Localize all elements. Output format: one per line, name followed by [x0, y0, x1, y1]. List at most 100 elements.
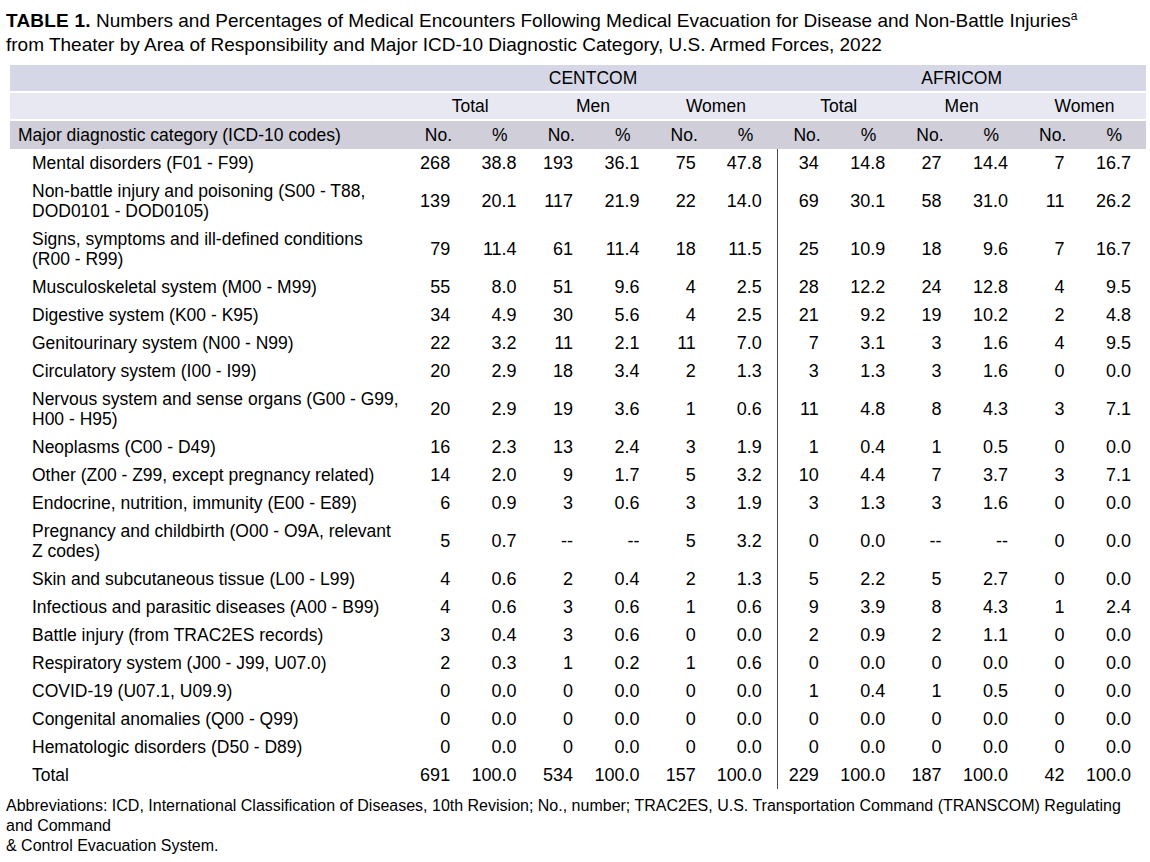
count-cell: 1 [900, 433, 959, 461]
pct-cell: 7.1 [1082, 385, 1146, 433]
group-header-centcom: CENTCOM [409, 65, 778, 92]
count-cell: 691 [409, 761, 468, 789]
table-row: Digestive system (K00 - K95)344.9305.642… [10, 301, 1146, 329]
abbreviations-note: Abbreviations: ICD, International Classi… [6, 796, 1142, 856]
pct-cell: 0.7 [468, 517, 531, 565]
row-category: Genitourinary system (N00 - N99) [10, 329, 409, 357]
count-cell: 0 [654, 621, 713, 649]
pct-cell: 2.2 [837, 565, 900, 593]
pct-cell: 100.0 [591, 761, 654, 789]
pct-cell: 0.4 [591, 565, 654, 593]
table-row: Mental disorders (F01 - F99)26838.819336… [10, 149, 1146, 177]
pct-cell: 0.0 [1082, 705, 1146, 733]
count-cell: 8 [900, 593, 959, 621]
pct-cell: 2.5 [714, 273, 778, 301]
pct-column-header: % [591, 120, 654, 149]
pct-cell: 0.0 [837, 649, 900, 677]
pct-cell: 36.1 [591, 149, 654, 177]
count-cell: 16 [409, 433, 468, 461]
pct-cell: 1.6 [960, 357, 1023, 385]
group-header-spacer [10, 65, 409, 92]
row-category: Endocrine, nutrition, immunity (E00 - E8… [10, 489, 409, 517]
pct-cell: 0.0 [1082, 677, 1146, 705]
pct-cell: 9.5 [1082, 329, 1146, 357]
pct-cell: 1.3 [714, 565, 778, 593]
count-cell: 7 [1023, 225, 1082, 273]
count-cell: 69 [777, 177, 836, 225]
count-cell: 3 [900, 357, 959, 385]
count-cell: 0 [777, 649, 836, 677]
count-cell: 157 [654, 761, 713, 789]
pct-cell: 100.0 [837, 761, 900, 789]
pct-cell: 0.0 [1082, 517, 1146, 565]
pct-cell: -- [591, 517, 654, 565]
count-cell: 0 [900, 705, 959, 733]
total-row: Total691100.0534100.0157100.0229100.0187… [10, 761, 1146, 789]
count-cell: 0 [1023, 565, 1082, 593]
count-cell: 34 [409, 301, 468, 329]
pct-cell: 26.2 [1082, 177, 1146, 225]
pct-cell: 3.9 [837, 593, 900, 621]
pct-cell: 14.0 [714, 177, 778, 225]
pct-column-header: % [837, 120, 900, 149]
pct-cell: 0.0 [1082, 489, 1146, 517]
count-cell: 0 [900, 733, 959, 761]
pct-cell: 2.7 [960, 565, 1023, 593]
count-cell: 0 [1023, 517, 1082, 565]
pct-cell: 0.6 [468, 593, 531, 621]
count-cell: 20 [409, 385, 468, 433]
count-cell: 4 [1023, 329, 1082, 357]
subgroup-centcom-total: Total [409, 92, 532, 120]
row-category: Skin and subcutaneous tissue (L00 - L99) [10, 565, 409, 593]
row-category: Hematologic disorders (D50 - D89) [10, 733, 409, 761]
pct-cell: 0.6 [714, 385, 778, 433]
pct-column-header: % [960, 120, 1023, 149]
pct-cell: 31.0 [960, 177, 1023, 225]
count-cell: 55 [409, 273, 468, 301]
pct-column-header: % [1082, 120, 1146, 149]
pct-cell: 21.9 [591, 177, 654, 225]
pct-cell: 0.0 [1082, 565, 1146, 593]
count-cell: 14 [409, 461, 468, 489]
pct-cell: 0.0 [591, 705, 654, 733]
table-row: Respiratory system (J00 - J99, U07.0)20.… [10, 649, 1146, 677]
pct-cell: 3.4 [591, 357, 654, 385]
row-category: Signs, symptoms and ill-defined conditio… [10, 225, 409, 273]
pct-cell: 0.0 [837, 517, 900, 565]
title-footnote-marker: a [1071, 9, 1078, 23]
count-cell: 51 [532, 273, 591, 301]
count-cell: 3 [409, 621, 468, 649]
subgroup-centcom-men: Men [532, 92, 655, 120]
category-column-header: Major diagnostic category (ICD-10 codes) [10, 120, 409, 149]
count-cell: 0 [409, 677, 468, 705]
pct-cell: 11.4 [591, 225, 654, 273]
row-category: Pregnancy and childbirth (O00 - O9A, rel… [10, 517, 409, 565]
row-category: Musculoskeletal system (M00 - M99) [10, 273, 409, 301]
count-cell: 24 [900, 273, 959, 301]
no-column-header: No. [532, 120, 591, 149]
count-cell: 0 [1023, 433, 1082, 461]
count-cell: 0 [409, 705, 468, 733]
pct-cell: 100.0 [468, 761, 531, 789]
pct-column-header: % [468, 120, 531, 149]
count-cell: 3 [654, 489, 713, 517]
pct-cell: 0.0 [714, 677, 778, 705]
count-cell: 2 [777, 621, 836, 649]
count-cell: 4 [409, 565, 468, 593]
count-cell: 0 [654, 677, 713, 705]
table-row: Skin and subcutaneous tissue (L00 - L99)… [10, 565, 1146, 593]
count-cell: 193 [532, 149, 591, 177]
row-category: Mental disorders (F01 - F99) [10, 149, 409, 177]
count-cell: 5 [654, 461, 713, 489]
table-body: Mental disorders (F01 - F99)26838.819336… [10, 149, 1146, 789]
pct-cell: 14.4 [960, 149, 1023, 177]
count-cell: 11 [532, 329, 591, 357]
pct-cell: 0.0 [837, 705, 900, 733]
count-cell: 1 [654, 385, 713, 433]
count-cell: 1 [777, 677, 836, 705]
table-row: Signs, symptoms and ill-defined conditio… [10, 225, 1146, 273]
pct-cell: 0.6 [714, 649, 778, 677]
count-cell: 3 [777, 489, 836, 517]
count-cell: 58 [900, 177, 959, 225]
pct-cell: 1.6 [960, 489, 1023, 517]
